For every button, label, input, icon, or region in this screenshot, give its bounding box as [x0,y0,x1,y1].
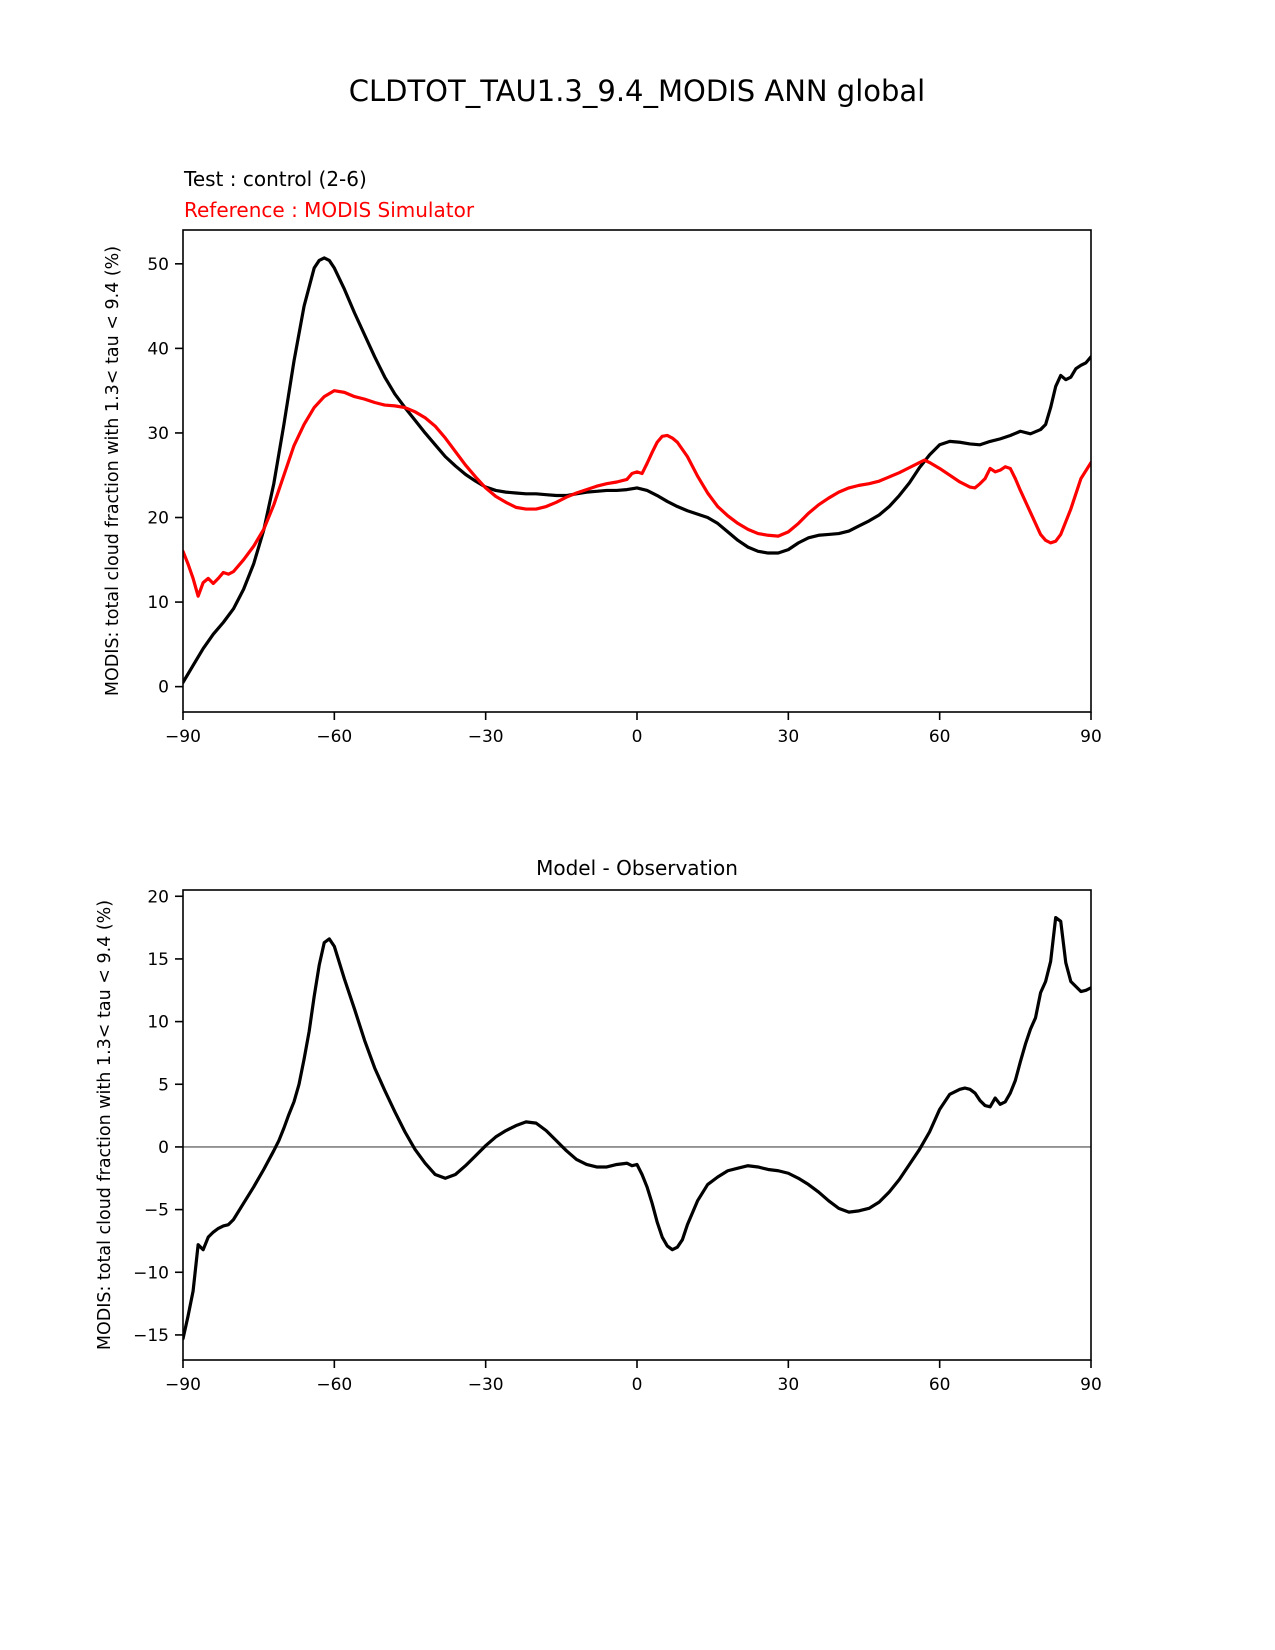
x-tick-label: 0 [632,727,643,747]
legend-reference-label: Reference : MODIS Simulator [184,198,475,222]
x-tick-label: −60 [316,727,352,747]
x-tick-label: 30 [778,727,800,747]
y-tick-label: 20 [147,509,169,529]
y-tick-label: 10 [147,1013,169,1033]
series-line-1 [183,389,1091,598]
x-tick-label: −30 [468,727,504,747]
y-tick-label: −10 [133,1263,169,1283]
series-line-0 [183,915,1091,1341]
series-line-0 [183,256,1091,684]
bottom-chart: −90 −60 −30 0 30 60 90 −15 −10 −5 0 5 10 15 20 [133,887,1102,1395]
x-tick-label: 30 [778,1375,800,1395]
x-tick-label: −30 [468,1375,504,1395]
x-tick-label: 90 [1080,727,1102,747]
y-tick-label: 10 [147,593,169,613]
y-tick-label: −15 [133,1326,169,1346]
y-tick-label: 0 [158,678,169,698]
x-tick-label: 60 [929,1375,951,1395]
x-tick-label: 0 [632,1375,643,1395]
x-tick-label: −90 [165,1375,201,1395]
y-tick-label: 0 [158,1138,169,1158]
y-tick-label: 20 [147,887,169,907]
x-tick-label: −60 [316,1375,352,1395]
x-tick-label: 60 [929,727,951,747]
y-tick-label: 40 [147,339,169,359]
legend-test-label: Test : control (2-6) [184,167,367,191]
y-tick-label: 15 [147,950,169,970]
y-tick-label: 30 [147,424,169,444]
figure-title: CLDTOT_TAU1.3_9.4_MODIS ANN global [348,74,926,108]
top-chart: −90 −60 −30 0 30 60 90 0 10 20 30 40 50 [147,229,1102,747]
y-tick-label: −5 [144,1201,169,1221]
x-tick-label: 90 [1080,1375,1102,1395]
y-tick-label: 5 [158,1075,169,1095]
bottom-chart-title: Model - Observation [536,856,738,880]
x-tick-label: −90 [165,727,201,747]
y-tick-label: 50 [147,255,169,275]
